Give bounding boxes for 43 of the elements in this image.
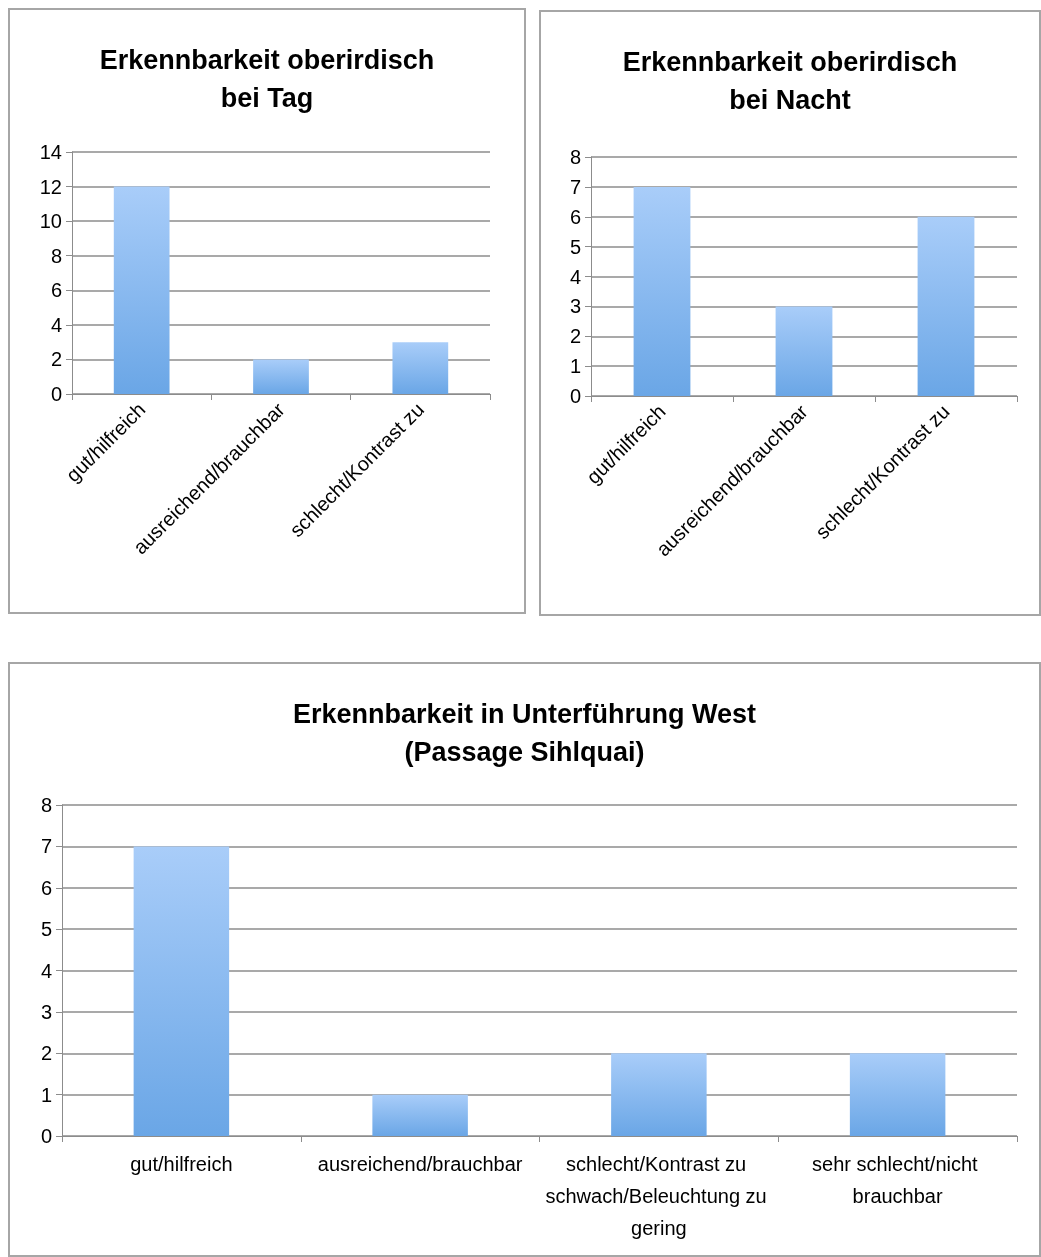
y-tick-label: 10: [39, 210, 62, 233]
y-tick-label: 3: [40, 1000, 52, 1023]
x-tick-label: gut/hilfreich: [130, 1153, 233, 1175]
bar: [392, 342, 449, 394]
y-tick-label: 1: [40, 1083, 52, 1106]
bar: [633, 186, 691, 396]
y-tick-label: 7: [40, 835, 52, 858]
bar: [113, 186, 170, 394]
bar: [372, 1094, 468, 1136]
y-tick-label: 8: [569, 146, 581, 168]
chart-title: Erkennbarkeit oberirdisch bei Tag: [99, 45, 435, 113]
y-tick-label: 5: [40, 918, 52, 941]
x-tick-label: schlecht/Kontrast zu schwach/Beleuchtung zu gering: [545, 1153, 773, 1239]
bar: [775, 306, 833, 396]
bar: [253, 359, 309, 394]
x-tick-label: sehr schlecht/nicht brauchbar: [812, 1153, 984, 1207]
chart-title: Erkennbarkeit oberirdisch bei Nacht: [622, 47, 958, 115]
y-tick-label: 0: [50, 383, 62, 405]
y-tick-label: 4: [40, 959, 52, 982]
bar: [611, 1053, 707, 1136]
y-tick-label: 7: [569, 175, 581, 198]
chart-title: Erkennbarkeit in Unterführung West (Passage Sihlquai): [292, 699, 757, 767]
y-tick-label: 6: [40, 876, 52, 899]
y-tick-label: 0: [40, 1125, 52, 1147]
y-tick-label: 6: [50, 279, 62, 302]
y-tick-label: 2: [40, 1042, 52, 1065]
y-tick-label: 6: [569, 205, 581, 228]
bar: [133, 846, 230, 1136]
bar: [849, 1053, 946, 1136]
x-tick-label: ausreichend/brauchbar: [317, 1153, 523, 1175]
bar: [917, 216, 975, 396]
y-tick-label: 14: [39, 141, 62, 163]
y-tick-label: 0: [569, 385, 581, 407]
y-tick-label: 3: [569, 295, 581, 318]
y-tick-label: 8: [40, 794, 52, 816]
y-tick-label: 8: [50, 244, 62, 267]
y-tick-label: 2: [50, 348, 62, 371]
y-tick-label: 4: [569, 265, 581, 288]
y-tick-label: 12: [39, 175, 62, 198]
y-tick-label: 4: [50, 313, 62, 336]
y-tick-label: 1: [569, 355, 581, 378]
y-tick-label: 2: [569, 325, 581, 348]
y-tick-label: 5: [569, 235, 581, 258]
